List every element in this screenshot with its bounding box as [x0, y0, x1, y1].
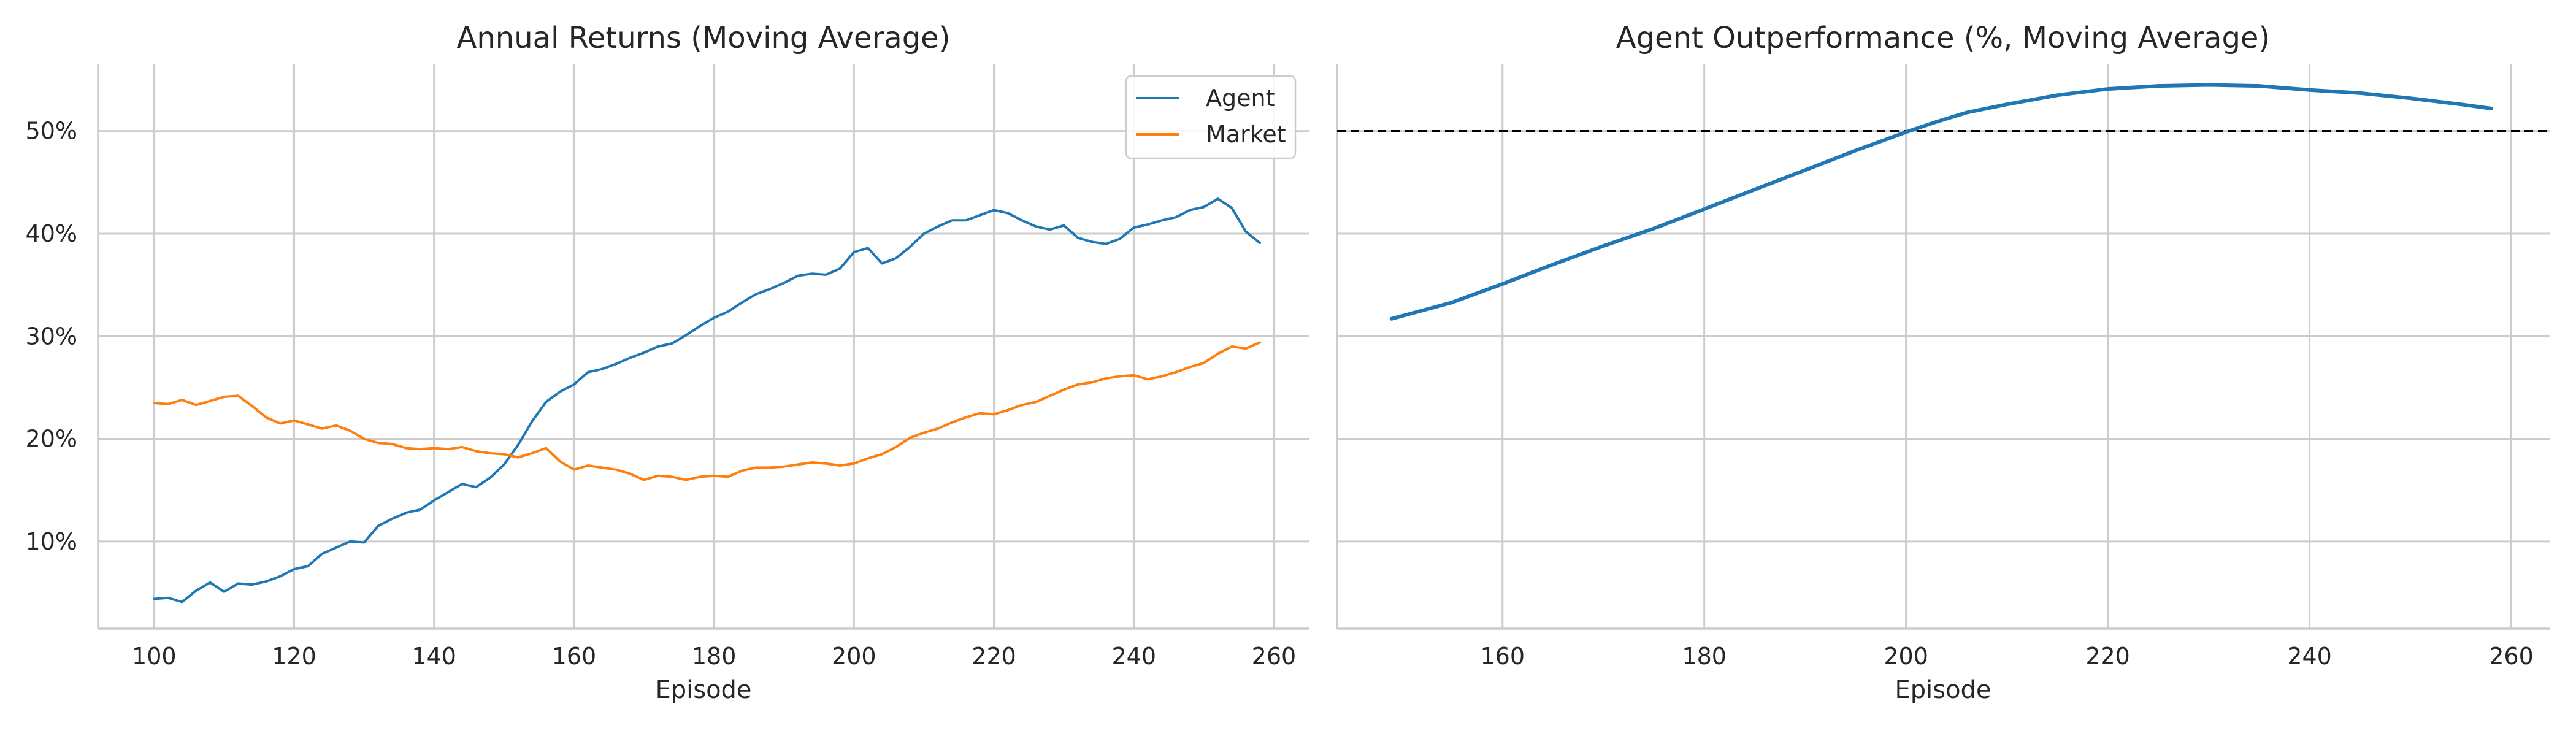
annual-returns-y-tick-label: 10% — [26, 528, 77, 555]
annual-returns-spines — [97, 64, 1309, 630]
agent-outperformance-x-tick-label: 220 — [2085, 643, 2130, 670]
annual-returns-title: Annual Returns (Moving Average) — [457, 21, 951, 55]
annual-returns-x-tick-label: 160 — [552, 643, 597, 670]
agent-outperformance-x-tick-label: 260 — [2489, 643, 2534, 670]
legend-frame — [1125, 75, 1297, 159]
annual-returns-ticks: 100 120 140 160 180 200 220 240 260 10% 20% 30% 40% 5… — [26, 118, 1297, 670]
annual-returns-y-tick-label: 40% — [26, 220, 77, 247]
annual-returns-x-tick-label: 100 — [132, 643, 177, 670]
agent-outperformance-panel: Agent Outperformance (%, Moving Average)… — [1336, 21, 2550, 704]
agent-outperformance-x-axis-label: Episode — [1895, 676, 1991, 704]
annual-returns-series — [153, 197, 1262, 604]
annual-returns-y-tick-label: 50% — [26, 118, 77, 145]
annual-returns-y-tick-label: 20% — [26, 426, 77, 453]
annual-returns-grid — [98, 64, 1309, 629]
annual-returns-x-tick-label: 200 — [832, 643, 876, 670]
annual-returns-x-tick-label: 180 — [692, 643, 737, 670]
annual-returns-x-tick-label: 260 — [1252, 643, 1297, 670]
annual-returns-x-tick-label: 140 — [412, 643, 456, 670]
legend-agent-label: Agent — [1206, 85, 1275, 112]
annual-returns-x-tick-label: 220 — [972, 643, 1016, 670]
agent-outperformance-title: Agent Outperformance (%, Moving Average) — [1616, 21, 2270, 55]
agent-outperformance-spines — [1336, 64, 2550, 630]
annual-returns-agent-line — [153, 197, 1262, 604]
agent-outperformance-x-tick-label: 240 — [2287, 643, 2332, 670]
agent-outperformance-x-tick-label: 180 — [1682, 643, 1727, 670]
annual-returns-legend: Agent Market — [1125, 75, 1297, 159]
agent-outperformance-series-0-line — [1389, 83, 2493, 321]
annual-returns-x-axis-label: Episode — [655, 676, 751, 704]
annual-returns-market-line — [153, 341, 1262, 481]
agent-outperformance-ticks: 160 180 200 220 240 260 — [1480, 643, 2533, 670]
annual-returns-x-tick-label: 240 — [1111, 643, 1156, 670]
legend-market-label: Market — [1206, 121, 1286, 148]
annual-returns-x-tick-label: 120 — [272, 643, 316, 670]
agent-outperformance-x-tick-label: 160 — [1480, 643, 1525, 670]
agent-outperformance-grid — [1337, 64, 2550, 629]
annual-returns-panel: Annual Returns (Moving Average) 100 120 14… — [26, 21, 1309, 704]
agent-outperformance-x-tick-label: 200 — [1884, 643, 1928, 670]
annual-returns-y-tick-label: 30% — [26, 323, 77, 350]
agent-outperformance-series — [1337, 83, 2550, 321]
